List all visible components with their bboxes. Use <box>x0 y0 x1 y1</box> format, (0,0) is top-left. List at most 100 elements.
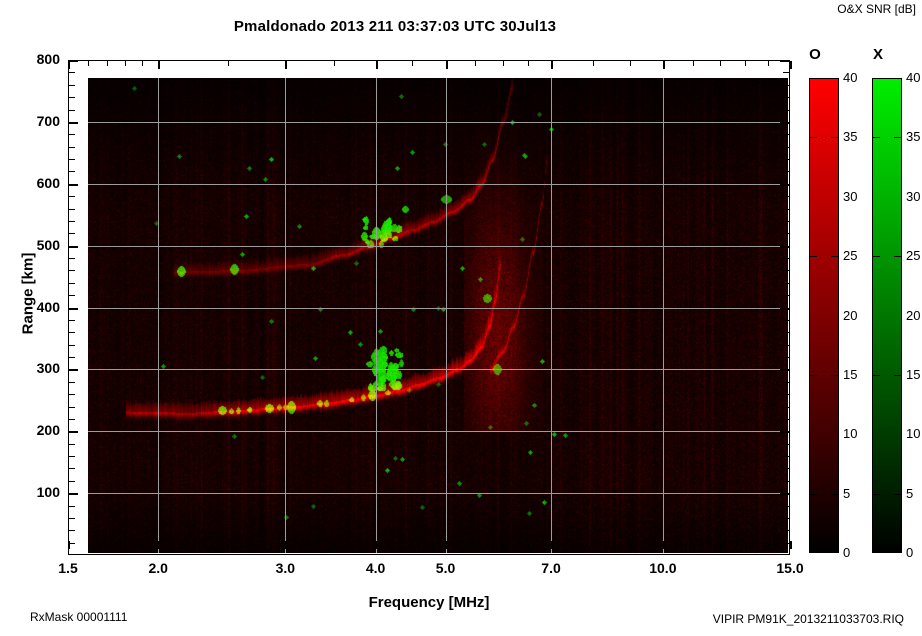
y-axis-tick-minor-right <box>783 270 789 271</box>
x-axis-tick-label: 1.5 <box>58 560 78 576</box>
x-axis-tick-label: 5.0 <box>435 560 456 576</box>
y-axis-tick-minor <box>69 530 75 531</box>
colorbar-o-tick <box>831 256 838 257</box>
y-axis-tick-minor <box>69 419 75 420</box>
x-axis-tick-minor <box>768 544 769 549</box>
colorbar-x-tick-label: 10 <box>906 426 921 442</box>
colorbar-x-tick <box>873 494 880 495</box>
y-axis-tick-minor-right <box>783 332 789 333</box>
colorbar-o-tick-label: 15 <box>843 366 858 382</box>
x-axis-tick-minor <box>228 544 229 549</box>
x-axis-tick-minor-top <box>334 61 335 66</box>
y-axis-tick-minor-right <box>783 283 789 284</box>
x-axis-tick-minor <box>593 544 594 549</box>
colorbar-o[interactable] <box>809 78 839 553</box>
colorbar-o-tick <box>810 137 817 138</box>
gridline-vertical <box>446 78 447 553</box>
y-axis-tick-minor-right <box>783 221 789 222</box>
y-axis-tick-major <box>69 184 78 186</box>
colorbar-group-title: O&X SNR [dB] <box>837 2 916 16</box>
colorbar-x-tick-label: 20 <box>906 307 921 323</box>
colorbar-o-tick <box>831 137 838 138</box>
y-axis-tick-minor <box>69 233 75 234</box>
y-axis-tick-minor <box>69 221 75 222</box>
gridline-vertical <box>285 78 286 553</box>
y-axis-tick-minor <box>69 85 75 86</box>
x-axis-tick-minor-top <box>503 61 504 66</box>
y-axis-tick-minor <box>69 110 75 111</box>
x-axis-tick-label: 2.0 <box>148 560 168 576</box>
x-axis-tick-minor-top <box>142 61 143 66</box>
page-title: Pmaldonado 2013 211 03:37:03 UTC 30Jul13 <box>233 18 557 35</box>
y-axis-tick-major <box>69 60 78 62</box>
colorbar-x-tick-label: 35 <box>906 129 921 145</box>
colorbar-o-tick-label: 0 <box>843 545 851 560</box>
x-axis-tick-minor <box>630 544 631 549</box>
gridline-vertical <box>663 78 664 553</box>
colorbar-x-tick <box>894 375 901 376</box>
x-axis-tick-minor-top <box>593 61 594 66</box>
x-axis-tick-minor-top <box>528 61 529 66</box>
x-axis-tick-major <box>663 541 665 549</box>
y-axis-tick-major <box>69 369 78 371</box>
y-axis-tick-major <box>69 431 78 433</box>
y-axis-tick-label: 200 <box>36 422 60 439</box>
gridline-vertical <box>551 78 552 553</box>
colorbar-x-tick <box>873 137 880 138</box>
y-axis-tick-minor-right <box>783 258 789 259</box>
y-axis-tick-minor-right <box>783 419 789 420</box>
x-axis-tick-minor <box>412 544 413 549</box>
x-axis-tick-minor <box>142 544 143 549</box>
y-axis-tick-label: 400 <box>36 298 60 315</box>
x-axis-tick-minor-top <box>412 61 413 66</box>
x-axis-tick-major-top <box>551 61 553 69</box>
x-axis-tick-minor-top <box>125 61 126 66</box>
x-axis-tick-minor-top <box>88 61 89 66</box>
y-axis-tick-minor-right <box>783 456 789 457</box>
y-axis-tick-minor <box>69 295 75 296</box>
y-axis-tick-minor <box>69 171 75 172</box>
colorbar-o-tick <box>810 494 817 495</box>
y-axis-tick-minor-right <box>783 543 789 544</box>
y-axis-tick-minor-right <box>783 518 789 519</box>
y-axis-tick-major-right <box>780 60 789 62</box>
y-axis-tick-minor-right <box>783 407 789 408</box>
y-axis-tick-minor <box>69 481 75 482</box>
x-axis-tick-minor <box>745 544 746 549</box>
y-axis-tick-minor-right <box>783 295 789 296</box>
y-axis-tick-minor-right <box>783 382 789 383</box>
x-axis-tick-minor <box>334 544 335 549</box>
ionogram-canvas[interactable] <box>88 78 788 553</box>
y-axis-tick-minor <box>69 357 75 358</box>
x-axis-tick-major <box>790 541 792 549</box>
x-axis-tick-major <box>158 541 160 549</box>
y-axis-tick-minor <box>69 196 75 197</box>
y-axis-tick-minor-right <box>783 357 789 358</box>
gridline-horizontal <box>88 122 788 123</box>
x-axis-tick-major <box>376 541 378 549</box>
x-axis-tick-minor-top <box>475 61 476 66</box>
y-axis-tick-minor-right <box>783 196 789 197</box>
ionogram-plot-area[interactable] <box>88 78 788 553</box>
y-axis-tick-minor-right <box>783 85 789 86</box>
colorbar-o-tick <box>831 494 838 495</box>
colorbar-o-tick-label: 20 <box>843 307 858 323</box>
x-axis-tick-major <box>285 541 287 549</box>
colorbar-x[interactable] <box>872 78 902 553</box>
x-axis-tick-label: 3.0 <box>275 560 296 576</box>
colorbar-o-tick <box>831 375 838 376</box>
y-axis-title: Range [km] <box>19 252 37 335</box>
y-axis-tick-minor-right <box>783 72 789 73</box>
x-axis-tick-label: 10.0 <box>649 560 677 576</box>
y-axis-tick-minor <box>69 159 75 160</box>
y-axis-tick-minor <box>69 543 75 544</box>
y-axis-tick-label: 700 <box>36 112 60 129</box>
x-axis-tick-minor <box>693 544 694 549</box>
x-axis-tick-label: 15.0 <box>776 560 804 576</box>
y-axis-tick-label: 100 <box>36 484 60 501</box>
y-axis-tick-label: 500 <box>36 236 60 253</box>
x-axis-tick-major-top <box>285 61 287 69</box>
x-axis-tick-minor-top <box>720 61 721 66</box>
colorbar-x-tick <box>873 256 880 257</box>
colorbar-x-tick-label: 30 <box>906 188 921 204</box>
